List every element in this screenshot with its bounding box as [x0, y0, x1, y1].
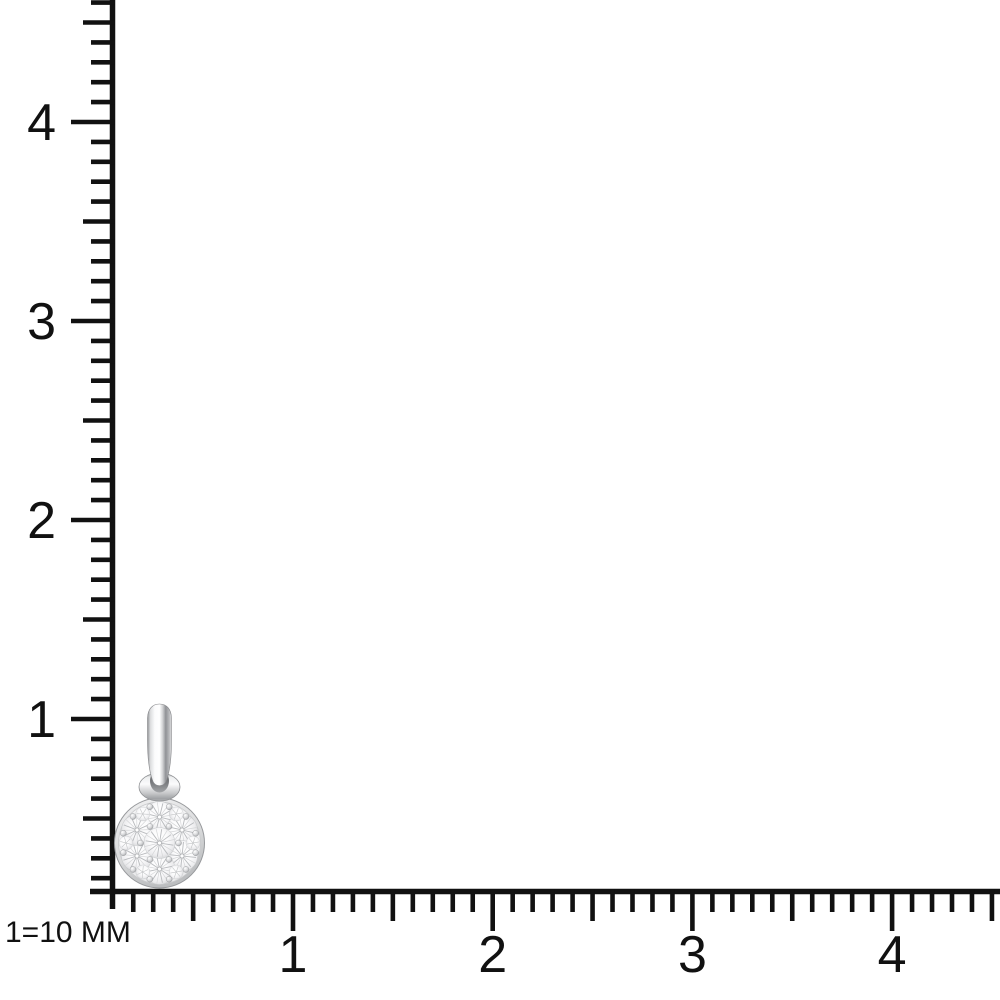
pendant-photo — [114, 703, 205, 889]
v-ruler-number: 2 — [27, 492, 56, 550]
v-ruler-number: 3 — [27, 293, 56, 351]
h-ruler-number: 2 — [478, 926, 507, 984]
v-ruler-number: 1 — [27, 691, 56, 749]
pendant-bail — [147, 703, 172, 786]
v-ruler-number: 4 — [27, 94, 56, 152]
h-ruler-number: 3 — [678, 926, 707, 984]
scale-note: 1=10 MM — [5, 916, 131, 949]
pendant-head — [114, 797, 205, 889]
h-ruler-number: 1 — [279, 926, 308, 984]
h-ruler-number: 4 — [878, 926, 907, 984]
